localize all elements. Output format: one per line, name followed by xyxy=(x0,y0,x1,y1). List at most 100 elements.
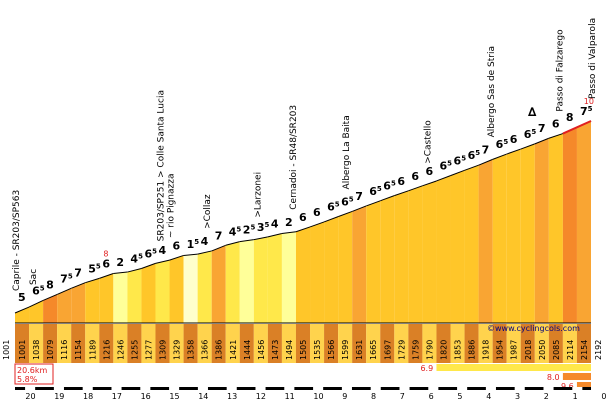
max-gradient-label: 8 xyxy=(103,250,108,259)
altitude-label: 1216 xyxy=(102,340,111,360)
profile-segment xyxy=(15,307,30,323)
place-label: >Castello xyxy=(424,120,434,164)
gradient-label: 7 xyxy=(215,229,223,242)
gradient-label: 2 xyxy=(285,216,293,229)
gradient-label: 65 xyxy=(468,149,481,162)
km-axis-gap xyxy=(140,387,151,390)
gradient-label: 6 xyxy=(510,133,518,146)
altitude-cell xyxy=(548,324,563,363)
profile-segment xyxy=(548,133,563,323)
altitude-cell xyxy=(267,324,282,363)
altitude-cell xyxy=(253,324,268,363)
place-label: Albergo Sas de Stria xyxy=(487,46,497,137)
profile-segment xyxy=(380,195,395,323)
km-axis-gap xyxy=(53,387,64,390)
altitude-label: 1505 xyxy=(299,340,308,360)
altitude-cell xyxy=(394,324,409,363)
km-tick-label: 4 xyxy=(486,392,491,401)
altitude-label: 1386 xyxy=(215,340,224,360)
altitude-label: 1456 xyxy=(257,340,266,360)
profile-line xyxy=(366,200,381,207)
altitude-cell xyxy=(127,324,142,363)
km-tick-label: 16 xyxy=(141,392,151,401)
km-tick-label: 6 xyxy=(429,392,434,401)
gradient-label: 15 xyxy=(187,238,200,251)
altitude-label: 1494 xyxy=(285,340,294,360)
km-axis-gap xyxy=(399,387,410,390)
gradient-label: 35 xyxy=(257,221,270,234)
profile-line xyxy=(253,236,268,241)
credit-label: ©www.cyclingcols.com xyxy=(487,324,580,333)
gradient-label: 4 xyxy=(201,235,209,248)
profile-segment xyxy=(281,231,296,323)
gradient-label: 65 xyxy=(369,185,382,198)
km-axis-gap xyxy=(572,387,583,390)
profile-line xyxy=(85,277,100,284)
place-label: ~ rio Pignazza xyxy=(167,174,177,239)
altitude-cell xyxy=(562,324,577,363)
km-tick-label: 12 xyxy=(256,392,266,401)
place-label: Caprile - SR203/SP563 xyxy=(12,190,22,291)
end-altitude-label: 2192 xyxy=(594,340,603,360)
km-tick-label: 19 xyxy=(54,392,64,401)
altitude-label: 1277 xyxy=(144,340,153,360)
km-tick-label: 3 xyxy=(515,392,520,401)
start-altitude-label: 1001 xyxy=(2,340,11,360)
info-bar xyxy=(436,364,591,371)
place-label: >Collaz xyxy=(203,194,213,229)
distance-axis: 20 19 18 17 16 15 14 13 12 11 10 9 8 7 6 5 4 3 2 1 0 xyxy=(15,387,606,401)
profile-line xyxy=(239,239,254,243)
altitude-cell xyxy=(324,324,339,363)
profile-segment xyxy=(506,149,521,323)
altitude-cell xyxy=(295,324,311,363)
km-axis-gap xyxy=(284,387,295,390)
summit-line xyxy=(562,120,592,135)
altitude-cell xyxy=(506,324,521,363)
profile-line xyxy=(169,254,184,261)
altitude-label: 1599 xyxy=(341,340,350,360)
altitude-label: 2018 xyxy=(524,340,533,360)
gradient-label: 75 xyxy=(580,105,593,118)
profile-segment xyxy=(450,170,465,323)
km-tick-label: 13 xyxy=(227,392,237,401)
km-axis-bar xyxy=(15,387,591,390)
gradient-label: 65 xyxy=(144,247,157,260)
gradient-label: 65 xyxy=(32,284,45,297)
gradient-label: 6 xyxy=(411,170,419,183)
km-axis-gap xyxy=(111,387,122,390)
altitude-cell xyxy=(43,324,58,363)
profile-segment xyxy=(338,211,353,323)
km-tick-label: 14 xyxy=(198,392,208,401)
altitude-cell xyxy=(366,324,381,363)
profile-segment xyxy=(99,273,114,323)
altitude-cell xyxy=(352,324,367,363)
gradient-label: 6 xyxy=(102,258,110,271)
altitude-label: 1246 xyxy=(116,340,125,360)
profile-line xyxy=(464,164,479,171)
altitude-cell xyxy=(141,324,156,363)
altitude-cell xyxy=(57,324,72,363)
km-tick-label: 2 xyxy=(544,392,549,401)
gradient-label: 55 xyxy=(88,262,101,275)
altitude-cell xyxy=(436,324,451,363)
profile-segment xyxy=(478,159,493,323)
profile-segment xyxy=(562,127,577,323)
gradient-label: 4 xyxy=(271,218,279,231)
km-axis-gap xyxy=(514,387,525,390)
profile-segment xyxy=(267,233,282,323)
altitude-label: 1421 xyxy=(229,340,238,360)
altitude-cell xyxy=(338,324,353,363)
altitude-cell xyxy=(197,324,212,363)
altitude-label: 1987 xyxy=(510,340,519,360)
altitude-label: 1309 xyxy=(159,340,168,360)
gradient-label: 6 xyxy=(313,206,321,219)
profile-segment xyxy=(352,205,367,323)
profile-segment xyxy=(534,138,549,323)
km-axis-gap xyxy=(341,387,352,390)
place-label: Passo di Valparola xyxy=(588,18,598,99)
profile-segment xyxy=(436,175,451,323)
summit-marker: ∆ xyxy=(528,105,537,119)
info-bar xyxy=(576,382,591,389)
info-bar-label: 8.0 xyxy=(547,373,560,382)
